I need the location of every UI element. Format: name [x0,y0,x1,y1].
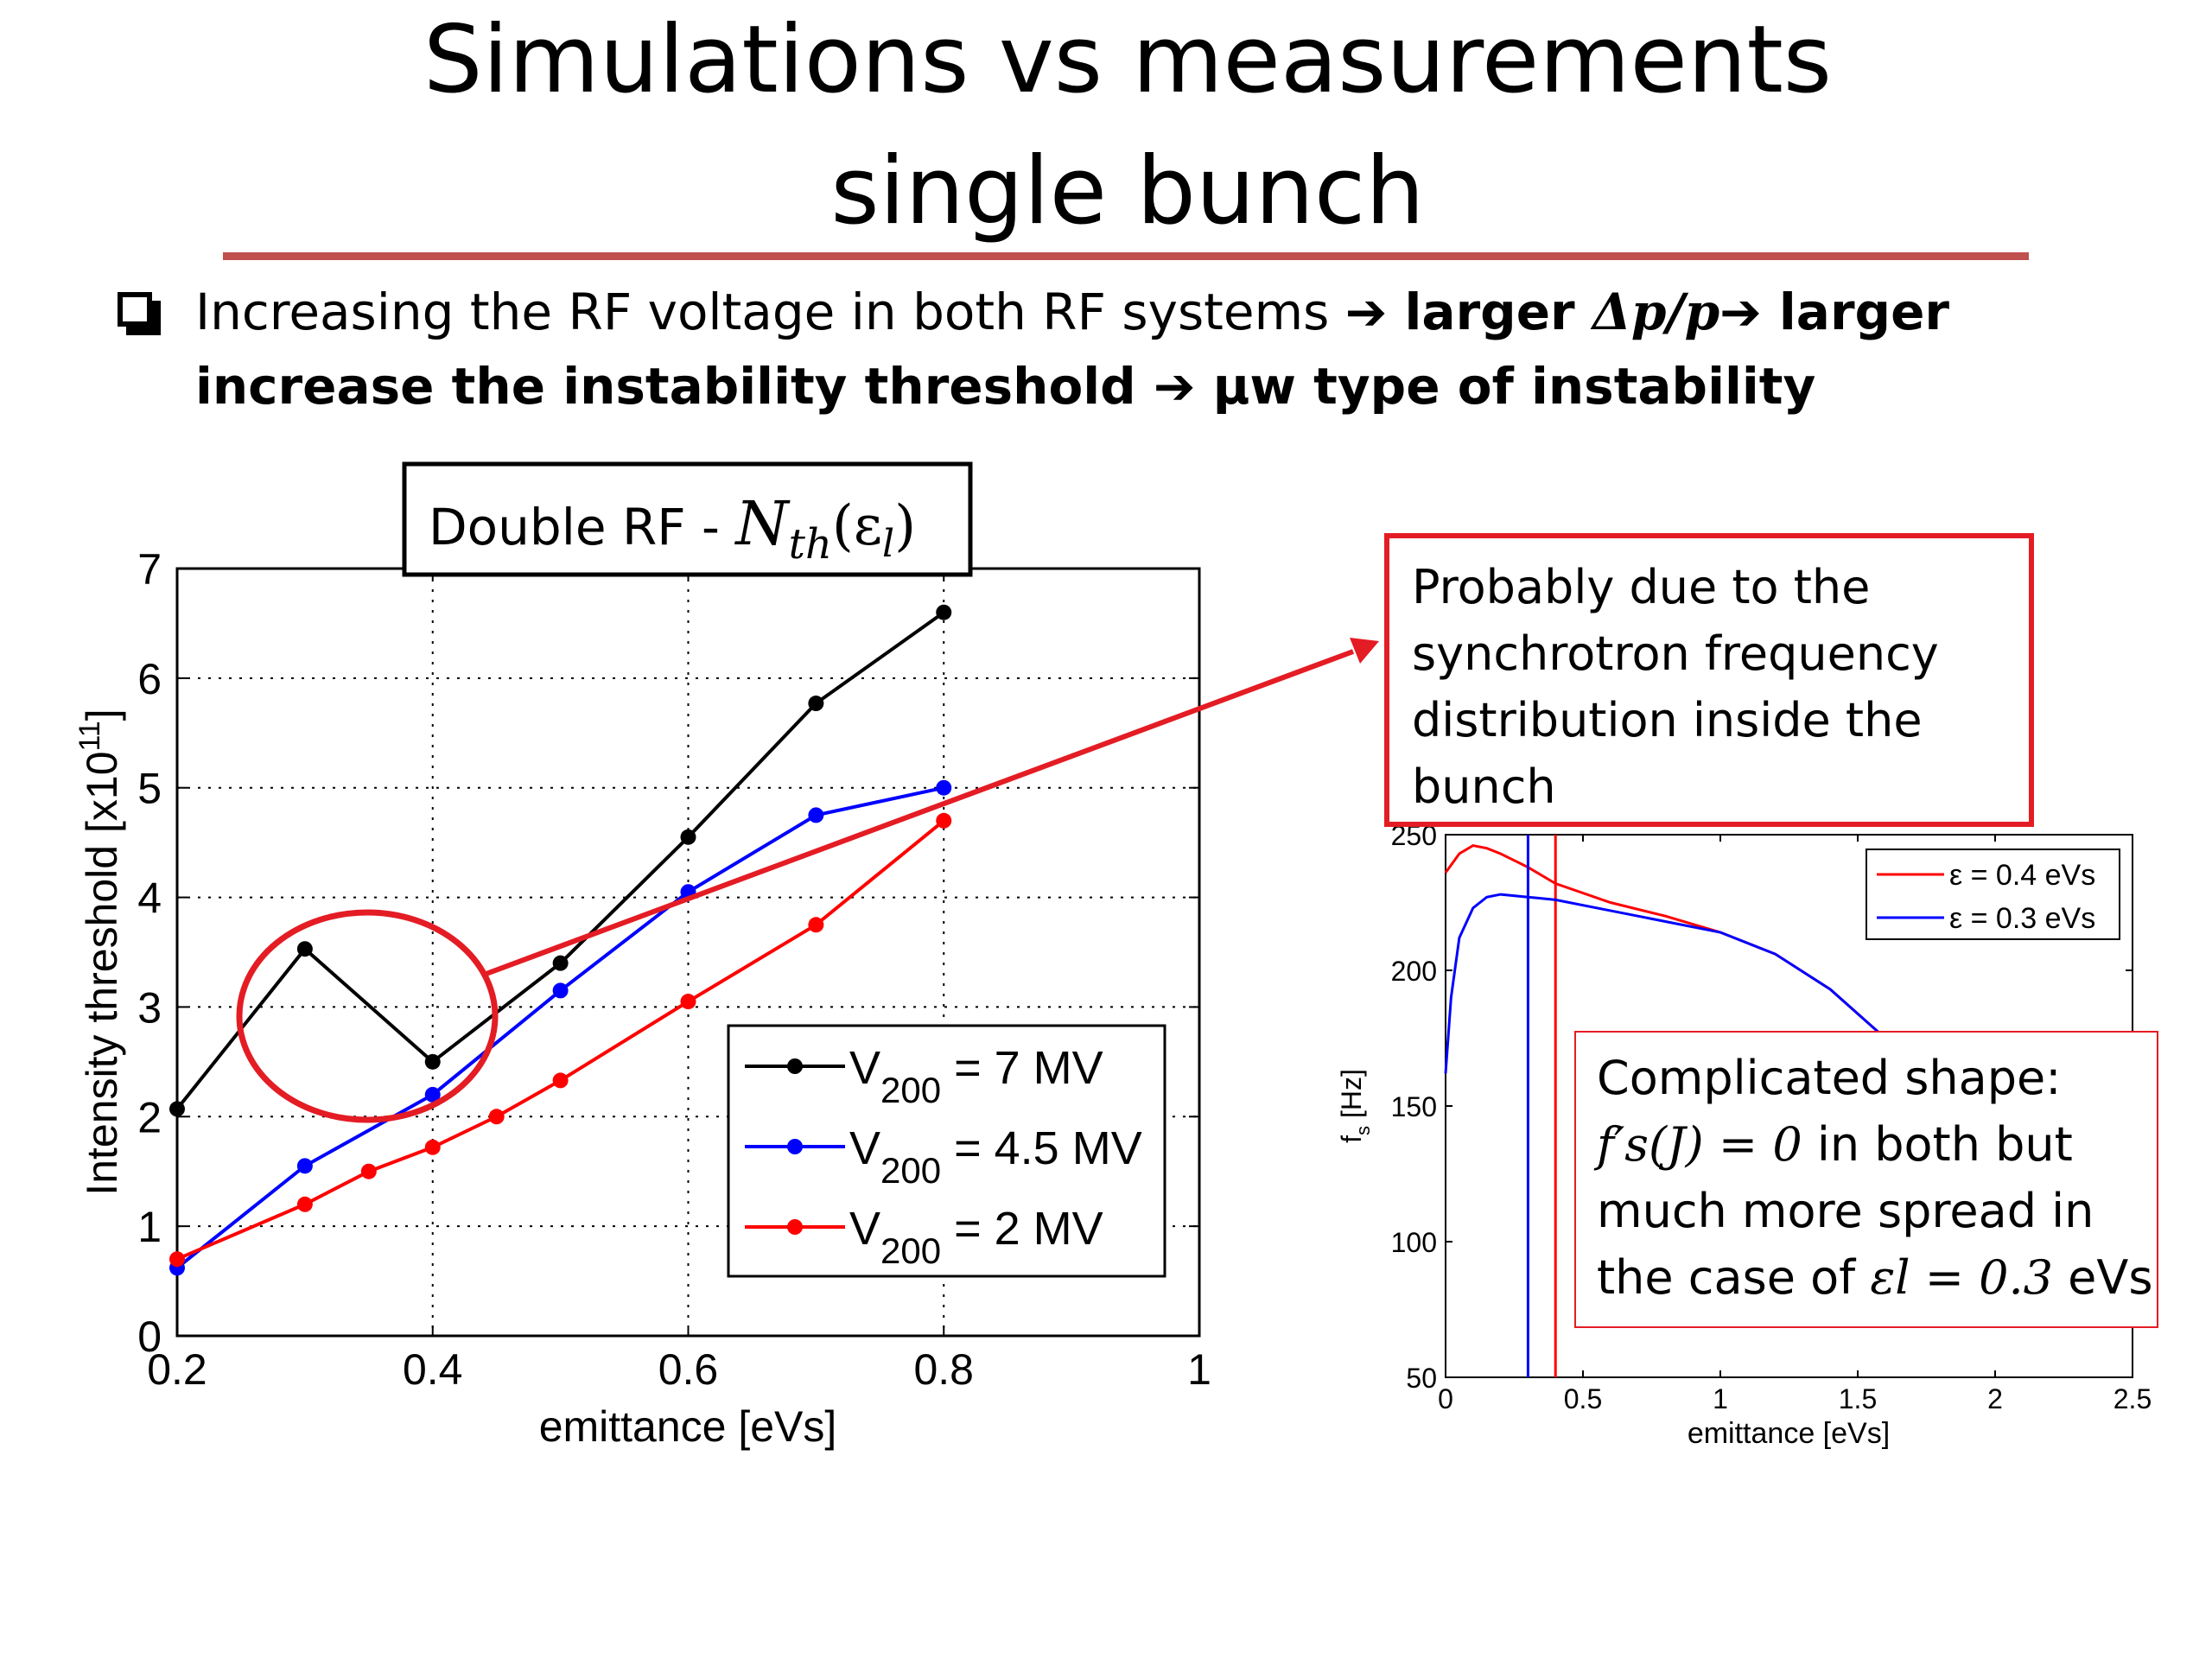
callout-bottom-line4: the case of εl = 0.3 eVs [1597,1250,2153,1305]
main-x-ticks: 0.2 0.4 0.6 0.8 1 [147,569,1211,1394]
fs-x-tick-label: 0 [1438,1383,1453,1414]
fs-prime-math: f′s(J) = 0 [1597,1117,1802,1172]
callout-top-line: distribution inside the [1412,693,1923,747]
bullet-text-line2a: increase the instability threshold [195,357,1154,416]
fs-y-axis-label: fs [Hz] [1336,1069,1374,1143]
main-y-tick-label: 0 [137,1313,162,1361]
main-data-point [808,807,824,823]
arrow-icon: ➔ [1344,283,1388,341]
title-underline [223,252,2029,260]
bullet-text-part3: larger [1761,283,1950,341]
fs-x-tick-label: 2 [1987,1383,2003,1414]
main-y-tick-label: 6 [137,655,162,703]
fs-x-axis-label: emittance [eVs] [1688,1417,1890,1450]
main-y-tick-label: 1 [137,1203,162,1251]
callout-top-line: synchrotron frequency [1412,626,1939,681]
main-data-point [169,1251,185,1268]
fs-legend: ε = 0.4 eVs ε = 0.3 eVs [1866,849,2120,940]
main-chart-title-text: Double RF - [429,498,735,556]
fs-legend-label: ε = 0.3 eVs [1949,902,2095,935]
main-legend-label: V200 = 7 MV [849,1042,1103,1110]
arrow-icon: ➔ [1153,357,1196,416]
slide-title-line2: single bunch [830,137,1425,245]
main-legend-label: V200 = 4.5 MV [849,1122,1142,1191]
main-data-point [488,1109,505,1125]
bullet-text-line1: Increasing the RF voltage in both RF sys… [195,287,1949,337]
main-x-tick-label: 0.4 [403,1345,463,1394]
main-data-point [680,829,696,845]
main-data-point [360,1163,377,1179]
main-data-point [936,604,952,620]
bullet-checkbox-icon [118,292,152,327]
main-legend-marker [787,1219,803,1235]
fs-legend-label: ε = 0.4 eVs [1949,859,2095,892]
main-data-point [296,1158,313,1174]
main-x-tick-label: 0.6 [658,1345,719,1394]
main-y-tick-label: 5 [137,765,162,813]
main-data-point [296,1196,313,1212]
fs-y-tick-label: 200 [1391,956,1437,987]
main-series [169,604,952,1276]
highlight-ellipse [236,909,499,1123]
main-data-point [296,941,313,957]
callout-top: Probably due to the synchrotron frequenc… [1384,533,2034,827]
main-legend-marker [787,1139,803,1154]
callout-bottom-line3: much more spread in [1597,1184,2094,1238]
callout-bottom-line1: Complicated shape: [1597,1051,2062,1105]
bullet-math: Δp/p [1592,283,1720,341]
main-data-point [552,1072,569,1089]
main-data-point [552,982,569,999]
annotation-arrow [482,638,1379,977]
fs-series [1444,835,1928,1377]
main-y-tick-label: 7 [137,545,162,594]
main-y-tick-label: 3 [137,983,162,1032]
callout-top-line: Probably due to the [1412,560,1871,614]
main-y-tick-label: 2 [137,1093,162,1141]
svg-text:Double RF - Nth(εl): Double RF - Nth(εl) [429,488,916,569]
fs-x-tick-label: 0.5 [1564,1383,1602,1414]
fs-y-tick-label: 150 [1391,1091,1437,1122]
main-data-point [808,917,824,933]
fs-y-tick-label: 50 [1406,1363,1437,1394]
main-chart: 0.2 0.4 0.6 0.8 1 0 1 2 3 4 5 6 7 emittance [eVs] I… [73,461,1211,1451]
main-y-axis-label: Intensity threshold [x1011] [73,709,126,1195]
callout-bottom: Complicated shape: f′s(J) = 0 in both bu… [1574,1031,2158,1328]
epsilon-math: εl = 0.3 [1870,1250,2054,1305]
bullet-text-line2b: μw type of instability [1195,357,1816,416]
fs-x-tick-label: 2.5 [2113,1383,2152,1414]
arrow-icon: ➔ [1719,283,1762,341]
callout-bottom-line2: f′s(J) = 0 in both but [1597,1117,2073,1172]
main-x-tick-label: 0.8 [913,1345,974,1394]
fs-x-ticks: 0 0.5 1 1.5 2 2.5 [1438,835,2152,1414]
fs-series-line [1444,893,1928,1080]
main-chart-title-box: Double RF - Nth(εl) [402,461,973,577]
main-data-point [169,1101,185,1117]
main-data-point [552,955,569,971]
main-data-point [424,1139,441,1155]
main-legend: V200 = 7 MV V200 = 4.5 MV V200 = 2 MV [727,1024,1166,1278]
slide-title-line1: Simulations vs measurements [423,6,1833,114]
main-x-tick-label: 1 [1187,1345,1211,1394]
main-x-tick-label: 0.2 [147,1345,207,1394]
main-data-point [424,1086,441,1103]
main-data-point [936,812,952,829]
main-data-point [936,779,952,796]
bullet-text-part2: larger [1387,283,1592,341]
main-data-point [808,696,824,712]
main-legend-label: V200 = 2 MV [849,1203,1103,1271]
main-data-point [424,1053,441,1070]
main-y-tick-label: 4 [137,874,162,923]
main-legend-marker [787,1058,803,1074]
main-x-axis-label: emittance [eVs] [539,1402,837,1451]
callout-top-line: bunch [1412,760,1556,814]
bullet-text-line2: increase the instability threshold ➔ μw … [195,361,1815,411]
main-y-ticks: 0 1 2 3 4 5 6 7 [137,545,1199,1361]
bullet-text-part1: Increasing the RF voltage in both RF sys… [195,283,1345,341]
fs-y-tick-label: 100 [1391,1227,1437,1258]
fs-x-tick-label: 1 [1713,1383,1728,1414]
main-data-point [680,994,696,1010]
fs-x-tick-label: 1.5 [1839,1383,1877,1414]
